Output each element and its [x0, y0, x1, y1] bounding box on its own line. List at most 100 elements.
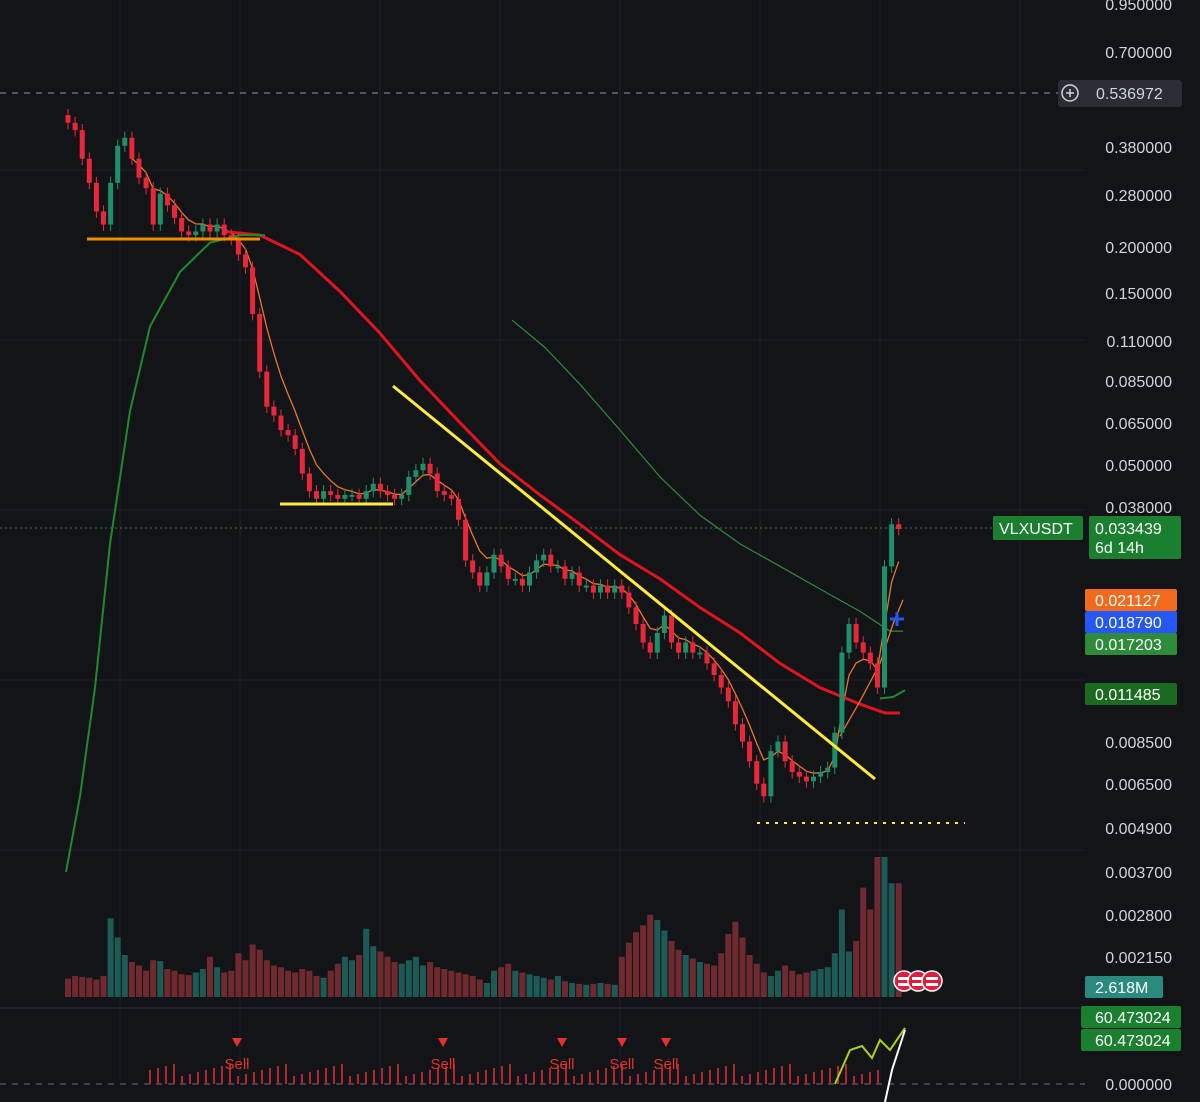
volume-bar [441, 969, 448, 997]
candle-body [754, 761, 760, 784]
volume-bar [107, 918, 114, 997]
us-flag-icon [926, 983, 938, 986]
indicator-tick-label: 0.000000 [1105, 1077, 1172, 1094]
us-flag-icon [912, 977, 924, 980]
candle-body [101, 211, 106, 225]
volume-bar [611, 984, 618, 997]
volume-bar [860, 887, 867, 997]
candle-body [235, 238, 241, 255]
candle-body [889, 524, 895, 567]
volume-bar [867, 909, 874, 997]
long-ma-green [65, 234, 265, 873]
volume-bar [739, 937, 746, 997]
sell-signal-label: Sell [653, 1056, 678, 1073]
candle-body [718, 675, 724, 688]
candle-body [562, 566, 568, 579]
trendline-yellow [392, 384, 876, 781]
candle-body [299, 448, 305, 474]
candle-body [420, 463, 426, 471]
candle-body [257, 313, 263, 372]
volume-bar [65, 978, 71, 997]
volume-bar [164, 969, 171, 997]
candle-body [640, 623, 646, 643]
candle-body [328, 491, 334, 495]
volume-bar [150, 960, 157, 997]
price-tick-label: 0.950000 [1105, 0, 1172, 14]
volume-bar [114, 937, 121, 997]
ma-value-badge [1085, 611, 1177, 633]
candle-body [676, 642, 682, 653]
candle-body [818, 772, 824, 777]
volume-bar [505, 963, 512, 997]
volume-bar [171, 970, 178, 997]
volume-bar [292, 972, 299, 997]
volume-bar [370, 946, 377, 997]
candle-body [846, 623, 852, 653]
ma-value: 0.011485 [1095, 687, 1161, 704]
price-tick-label: 0.200000 [1105, 240, 1172, 257]
candle-body [519, 578, 525, 586]
volume-bar [256, 949, 263, 997]
ma-value-badge [1085, 589, 1177, 611]
ma-value: 0.021127 [1095, 593, 1161, 610]
volume-bar [654, 920, 661, 997]
volume-bar [753, 963, 760, 997]
volume-bar [455, 972, 462, 997]
candle-body [456, 498, 461, 520]
price-tick-label: 0.002800 [1105, 908, 1172, 925]
candle-body [619, 585, 625, 593]
candle-body [200, 224, 206, 232]
mid-ma-green [511, 319, 903, 632]
volume-bar [625, 942, 632, 997]
volume-bar [327, 970, 334, 997]
sell-arrow-icon [557, 1038, 567, 1047]
volume-bar [689, 958, 696, 997]
price-tick-label: 0.004900 [1105, 821, 1172, 838]
volume-bar [895, 883, 902, 997]
volume-bar [547, 979, 554, 997]
candle-body [583, 585, 589, 588]
volume-bar [128, 962, 135, 997]
long-ma-red [224, 230, 900, 715]
volume-bar [796, 974, 803, 997]
candle-body [874, 663, 880, 688]
volume-bar [100, 976, 107, 997]
candle-body [789, 761, 795, 773]
candle-body [498, 554, 504, 567]
candle-body [306, 473, 312, 492]
volume-bar [583, 984, 590, 997]
volume-bar [136, 965, 142, 997]
candle-body [704, 652, 710, 664]
price-tick-label: 0.003700 [1105, 865, 1172, 882]
volume-bar [838, 909, 845, 997]
volume-bar [299, 969, 306, 997]
candle-body [314, 491, 319, 499]
candle-body [370, 483, 376, 492]
volume-bar [881, 857, 888, 997]
volume-bar [562, 981, 568, 997]
ema-line [131, 157, 900, 774]
candle-body [576, 572, 582, 586]
price-tick-label: 0.380000 [1105, 140, 1172, 157]
volume-bar [334, 963, 341, 997]
candle-body [86, 158, 92, 183]
us-flag-icon [926, 977, 938, 980]
candle-body [271, 406, 277, 416]
candle-body [541, 554, 547, 561]
candle-body [335, 494, 341, 499]
indicator-pane: Sell Sell Sell Sell Sell [149, 1027, 906, 1102]
volume-bar [668, 941, 675, 997]
long-ma-green-tail [879, 689, 906, 700]
candle-body [72, 122, 78, 131]
candle-body [264, 371, 270, 407]
candle-body [775, 741, 781, 752]
volume-bar [846, 951, 852, 997]
us-flag-icon [921, 970, 943, 992]
candle-body [484, 572, 490, 586]
volume-bar [711, 965, 718, 997]
volume-bar [157, 961, 164, 997]
volume-bar [498, 967, 505, 997]
chart-grid [0, 0, 1085, 1085]
candle-body [221, 224, 227, 236]
